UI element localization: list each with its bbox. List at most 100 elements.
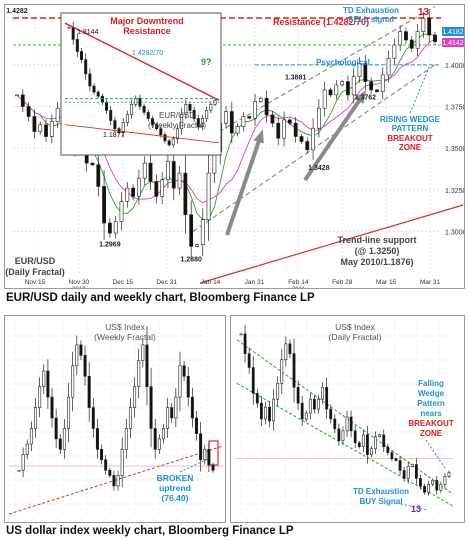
eurusd-candle bbox=[404, 31, 408, 41]
falling-label-1: Falling bbox=[418, 379, 444, 388]
dxy-uptrend-line bbox=[8, 445, 224, 515]
inset-title-1: EUR/USD bbox=[159, 111, 195, 120]
dxy-weekly-candle bbox=[207, 449, 211, 466]
eurusd-candle bbox=[427, 18, 432, 36]
eurusd-candle bbox=[113, 221, 118, 234]
dxy-daily-candle bbox=[317, 398, 320, 410]
psychological-label: Psychological bbox=[316, 58, 370, 67]
eurusd-candle bbox=[224, 111, 228, 124]
eurusd-candle bbox=[102, 186, 106, 224]
dxy-weekly-candle bbox=[116, 475, 120, 487]
dxy-daily-title-2: (Daily Fractal) bbox=[329, 332, 382, 342]
eurusd-candle bbox=[311, 127, 315, 151]
eurusd-candle bbox=[55, 107, 60, 122]
eurusd-candle bbox=[340, 81, 345, 86]
eurusd-candle bbox=[125, 187, 130, 202]
dxy-daily-candle bbox=[341, 430, 345, 442]
eurusd-candle bbox=[386, 57, 391, 76]
eurusd-candle bbox=[264, 97, 269, 116]
inset-candle bbox=[67, 26, 71, 29]
dxy-daily-candle bbox=[406, 466, 410, 479]
eurusd-candle bbox=[20, 94, 25, 107]
dxy-daily-candle bbox=[382, 434, 386, 447]
dxy-daily-candle bbox=[390, 452, 394, 459]
dxy-weekly-candle bbox=[29, 428, 33, 445]
inset-level-high: 1.8144 bbox=[77, 29, 99, 36]
eurusd-candle bbox=[96, 164, 101, 187]
inset-downtrend-label-1: Major Downtrend bbox=[110, 16, 184, 26]
dxy-weekly-candle bbox=[50, 396, 54, 419]
inset-candle bbox=[171, 138, 175, 146]
eurusd-candle bbox=[26, 106, 31, 117]
dxy-daily-candle bbox=[378, 434, 382, 438]
dxy-weekly-candle bbox=[190, 396, 194, 419]
eurusd-candle bbox=[398, 31, 403, 46]
dxy-daily-candle bbox=[402, 470, 406, 479]
dxy-weekly-candle bbox=[153, 428, 157, 450]
inset-candle bbox=[84, 59, 88, 75]
trendline-label-2: (@ 1.3250) bbox=[355, 246, 400, 256]
dxy-weekly-candle bbox=[34, 407, 38, 429]
eurusd-candle bbox=[189, 214, 194, 247]
dxy-daily-candle bbox=[272, 398, 276, 422]
x-sub-label: 2010 bbox=[72, 287, 86, 288]
price-label: 13 bbox=[418, 7, 430, 18]
eurusd-candle bbox=[183, 172, 188, 216]
eurusd-candle bbox=[90, 162, 95, 166]
trendline-label-1: Trend-line support bbox=[337, 235, 416, 245]
td-exhaustion-label: TD Exhaustion bbox=[343, 6, 399, 15]
broken-label-1: BROKEN bbox=[157, 473, 194, 483]
dxy-weekly-candle bbox=[17, 469, 21, 472]
inset-candle bbox=[100, 95, 104, 103]
inset-candle bbox=[109, 110, 113, 121]
dxy-weekly-candle bbox=[46, 370, 50, 398]
dxy-weekly-candle bbox=[21, 454, 25, 471]
inset-candle bbox=[75, 39, 79, 52]
inset-candle bbox=[125, 114, 129, 123]
inset-candle bbox=[159, 128, 163, 136]
falling-label-2: Wedge bbox=[418, 389, 445, 398]
dxy-daily-candle bbox=[280, 359, 284, 384]
breakout-label-1: BREAKOUT bbox=[387, 134, 432, 143]
dxy-weekly-candle bbox=[199, 433, 203, 461]
dxy-weekly-candle bbox=[211, 464, 215, 471]
inset-candle bbox=[200, 118, 204, 127]
inset-candle bbox=[138, 97, 142, 107]
dxy-daily-candle bbox=[349, 416, 353, 432]
inset-support-line bbox=[64, 124, 220, 144]
dxy-weekly-candle bbox=[120, 449, 124, 476]
top-caption: EUR/USD daily and weekly chart, Bloomber… bbox=[6, 292, 315, 304]
dxy-daily-svg: US$ Index (Daily Fractal) Falling Wedge … bbox=[235, 320, 454, 516]
dxy-weekly-candle bbox=[79, 344, 83, 356]
eurusd-candle bbox=[38, 124, 43, 132]
inset-td-count: 9? bbox=[201, 57, 212, 67]
daily-title-2: (Daily Fractal) bbox=[5, 267, 65, 277]
x-tick-label: Feb 28 bbox=[332, 279, 353, 286]
eurusd-candle bbox=[322, 89, 327, 109]
eurusd-candle bbox=[119, 201, 124, 222]
trend-arrow-head bbox=[354, 90, 367, 104]
right-price-tag-1 bbox=[442, 27, 464, 36]
dxy-daily-candle bbox=[300, 402, 304, 420]
dxy-weekly-svg: US$ Index (Weekly Fractal) BROKEN uptren… bbox=[8, 320, 224, 516]
dxy-weekly-candle bbox=[83, 355, 87, 377]
y-tick-label: 1.4000 bbox=[445, 63, 464, 70]
eurusd-candle bbox=[235, 126, 240, 134]
falling-label-3: Pattern bbox=[417, 399, 445, 408]
price-label: 1.3762 bbox=[355, 95, 377, 102]
dxy-weekly-candle bbox=[166, 407, 170, 429]
dxy-weekly-candle bbox=[161, 428, 165, 440]
eurusd-candle bbox=[305, 141, 310, 151]
eurusd-candle bbox=[49, 121, 54, 137]
dxy-weekly-candle bbox=[133, 386, 137, 408]
dxy-daily-title-1: US$ Index bbox=[335, 322, 375, 332]
eurusd-candle bbox=[334, 84, 339, 96]
y-tick-label: 1.3000 bbox=[445, 229, 464, 236]
eurusd-candle bbox=[137, 177, 141, 197]
eurusd-candle bbox=[253, 101, 257, 119]
dxy-daily-candle bbox=[251, 367, 255, 394]
dxy-weekly-candle bbox=[186, 375, 190, 398]
eurusd-candle bbox=[241, 116, 246, 127]
dxy-daily-candle bbox=[345, 416, 349, 432]
inset-candle bbox=[134, 97, 138, 105]
